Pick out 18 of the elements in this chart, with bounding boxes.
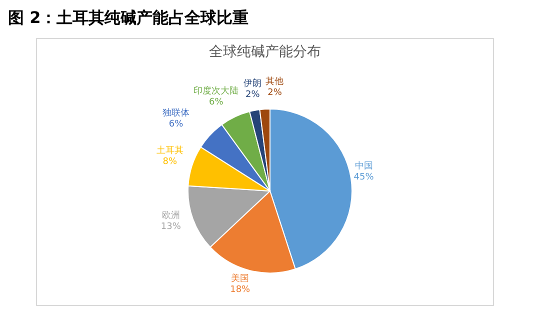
data-label: 13%	[160, 222, 182, 232]
slice-label: 土耳其	[156, 145, 184, 156]
data-label: 2%	[268, 88, 282, 98]
chart-title: 图 2：土耳其纯碱产能占全球比重	[8, 8, 250, 29]
data-label: 18%	[230, 284, 251, 295]
data-label: 6%	[208, 98, 224, 108]
slice-label: 欧洲	[162, 210, 180, 221]
slice-label: 独联体	[162, 108, 190, 119]
chart-subtitle: 全球纯碱产能分布	[208, 43, 322, 61]
slice-label: 美国	[231, 272, 250, 284]
slice-label: 中国	[354, 160, 373, 172]
data-label: 6%	[168, 120, 184, 130]
data-label: 2%	[245, 90, 260, 100]
slice-label: 伊朗	[244, 78, 262, 89]
slice-label: 其他	[266, 76, 284, 88]
data-label: 8%	[162, 157, 178, 168]
slice-label: 印度次大陆	[194, 86, 239, 97]
data-label: 45%	[354, 172, 374, 182]
